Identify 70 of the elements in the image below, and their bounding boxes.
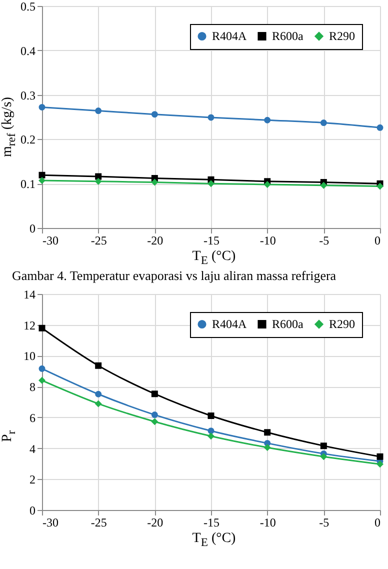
point [208, 114, 214, 121]
y-tick-label: 0.5 [20, 0, 36, 14]
point [208, 412, 214, 419]
y-tick-label: 0.2 [20, 132, 36, 147]
y-tick-label: 8 [30, 380, 36, 394]
x-tick-label: -15 [204, 516, 220, 530]
x-axis-title: T$_{E}$ (°C) [191, 248, 237, 267]
point [95, 362, 102, 369]
x-tick-label: 0 [374, 516, 380, 530]
point [264, 116, 271, 124]
legend-label: R290 [329, 29, 356, 44]
point [38, 104, 46, 110]
point [151, 412, 158, 418]
point [151, 418, 158, 425]
x-tick-label: -10 [260, 234, 276, 248]
point [264, 444, 271, 451]
y-tick-label: 2 [30, 472, 36, 487]
point [264, 429, 271, 436]
point [320, 453, 327, 460]
x-tick-label: -30 [42, 516, 58, 530]
legend-label: R404A [212, 317, 248, 332]
point [38, 377, 46, 384]
point [208, 180, 214, 187]
point [320, 442, 327, 450]
y-tick-label: 6 [30, 410, 36, 425]
point [151, 111, 158, 118]
point [95, 178, 102, 185]
x-tick-label: -30 [42, 234, 58, 248]
x-tick-label: 0 [374, 234, 380, 248]
legend-label: R404A [212, 29, 248, 44]
point [95, 400, 102, 407]
x-axis-title: T$_{E}$ (°C) [191, 530, 237, 549]
point [208, 428, 214, 434]
point [38, 365, 46, 372]
point [320, 120, 327, 126]
y-tick-label: 4 [30, 442, 36, 456]
text: Gambar 4. Temperatur evaporasi vs laju aliran massa refrigera [11, 267, 338, 285]
x-tick-label: -25 [90, 516, 107, 530]
y-tick-label: 0 [30, 222, 36, 236]
point [95, 390, 102, 398]
legend-label: R290 [329, 317, 356, 332]
y-tick-label: 14 [24, 288, 36, 302]
x-tick-label: -20 [147, 516, 164, 530]
legend-label: R600a [272, 317, 304, 332]
legend-label: R600a [272, 29, 304, 44]
point [264, 181, 271, 188]
point [320, 182, 327, 189]
point [38, 324, 46, 332]
x-tick-label: -20 [147, 234, 164, 248]
point [376, 453, 384, 460]
point [151, 179, 158, 186]
x-tick-label: -25 [90, 234, 107, 248]
point [376, 124, 384, 131]
y-tick-label: 0.3 [20, 88, 36, 102]
point [376, 460, 384, 468]
y-tick-label: 0.4 [20, 44, 36, 58]
point [208, 432, 214, 440]
y-tick-label: 12 [24, 318, 36, 332]
point [38, 177, 46, 184]
point [151, 390, 158, 398]
x-tick-label: -10 [260, 516, 276, 530]
x-tick-label: -5 [319, 516, 330, 530]
y-tick-label: 10 [24, 349, 36, 364]
x-tick-label: -15 [204, 234, 220, 248]
y-tick-label: 0 [30, 504, 36, 518]
x-tick-label: -5 [319, 234, 330, 248]
point [95, 108, 102, 114]
point [376, 183, 384, 190]
point [95, 173, 102, 180]
y-tick-label: 0.1 [20, 177, 36, 192]
